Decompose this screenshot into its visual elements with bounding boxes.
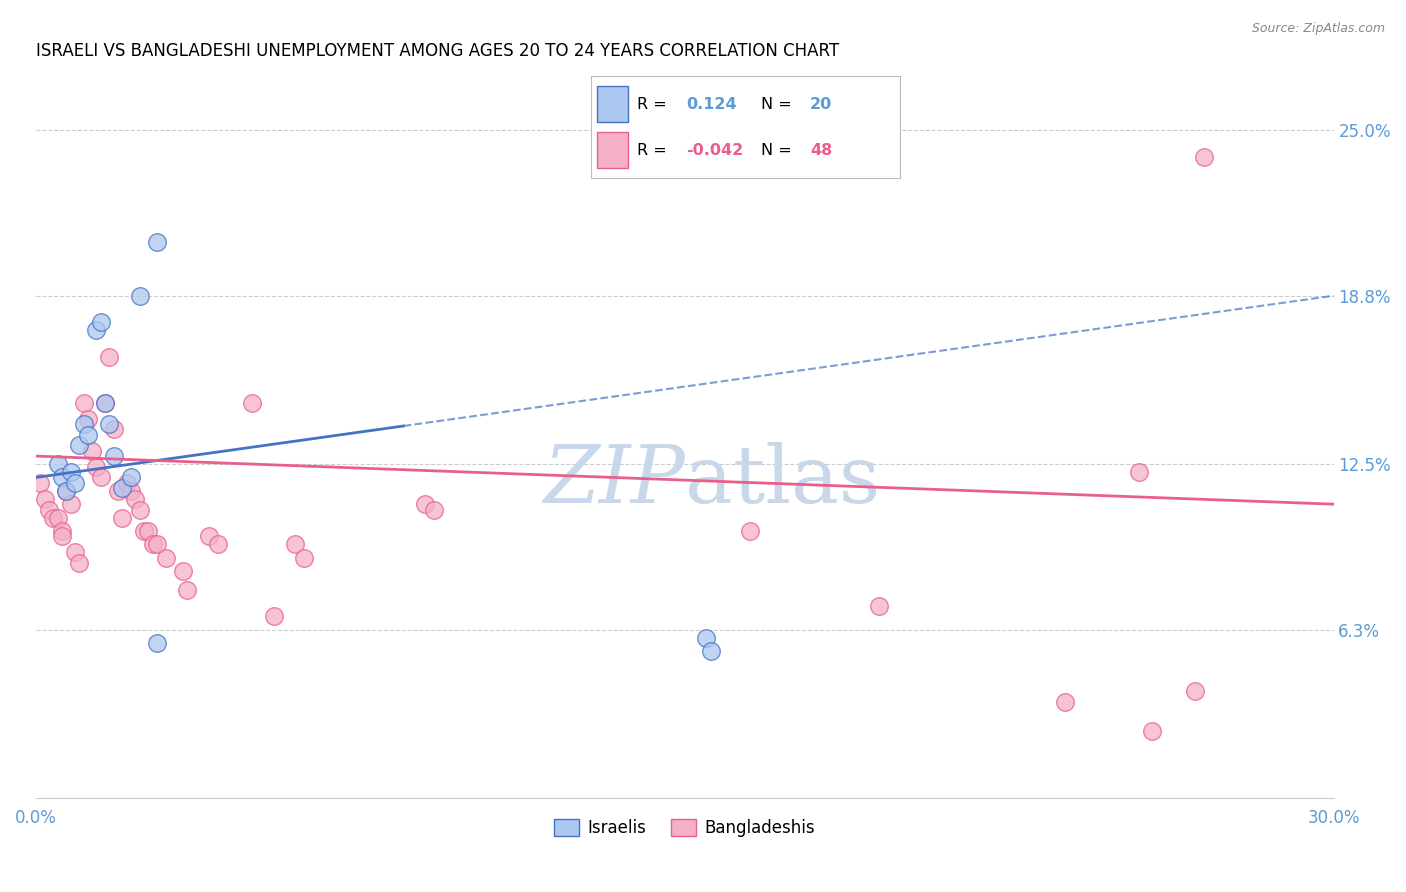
Point bbox=[146, 537, 169, 551]
Point bbox=[67, 438, 90, 452]
Point bbox=[128, 502, 150, 516]
Bar bbox=[596, 132, 627, 168]
Point bbox=[263, 609, 285, 624]
Text: ISRAELI VS BANGLADESHI UNEMPLOYMENT AMONG AGES 20 TO 24 YEARS CORRELATION CHART: ISRAELI VS BANGLADESHI UNEMPLOYMENT AMON… bbox=[37, 42, 839, 60]
Point bbox=[51, 524, 73, 538]
Point bbox=[59, 497, 82, 511]
Text: Source: ZipAtlas.com: Source: ZipAtlas.com bbox=[1251, 22, 1385, 36]
Point bbox=[695, 631, 717, 645]
Point bbox=[738, 524, 761, 538]
Point bbox=[63, 475, 86, 490]
Point bbox=[128, 289, 150, 303]
Bar bbox=[596, 87, 627, 122]
Text: 20: 20 bbox=[810, 97, 832, 112]
Text: 48: 48 bbox=[810, 144, 832, 158]
Point bbox=[142, 537, 165, 551]
Point bbox=[82, 443, 104, 458]
Text: R =: R = bbox=[637, 97, 666, 112]
Point bbox=[51, 529, 73, 543]
Point bbox=[46, 510, 69, 524]
Point bbox=[34, 491, 56, 506]
Point bbox=[94, 395, 117, 409]
Point bbox=[59, 465, 82, 479]
Point bbox=[72, 395, 94, 409]
Point bbox=[1054, 695, 1077, 709]
Point bbox=[42, 510, 65, 524]
Point bbox=[124, 491, 146, 506]
Text: ZIP: ZIP bbox=[543, 442, 685, 519]
Point bbox=[98, 350, 121, 364]
Point bbox=[207, 537, 229, 551]
Point bbox=[115, 475, 138, 490]
Point bbox=[94, 395, 117, 409]
Point bbox=[284, 537, 307, 551]
Point bbox=[98, 417, 121, 431]
Text: -0.042: -0.042 bbox=[686, 144, 744, 158]
Point bbox=[38, 502, 60, 516]
Point bbox=[132, 524, 155, 538]
Point bbox=[86, 323, 108, 337]
Point bbox=[292, 550, 315, 565]
Text: R =: R = bbox=[637, 144, 666, 158]
Point bbox=[868, 599, 890, 613]
Point bbox=[51, 470, 73, 484]
Point bbox=[423, 502, 446, 516]
Point bbox=[413, 497, 436, 511]
Legend: Israelis, Bangladeshis: Israelis, Bangladeshis bbox=[547, 813, 823, 844]
Point bbox=[120, 470, 142, 484]
Point bbox=[240, 395, 263, 409]
Point bbox=[30, 475, 52, 490]
Point bbox=[111, 481, 134, 495]
Point bbox=[107, 483, 129, 498]
Point bbox=[120, 483, 142, 498]
Point bbox=[1192, 150, 1215, 164]
Point bbox=[1128, 465, 1150, 479]
Point bbox=[103, 449, 125, 463]
Point bbox=[76, 427, 98, 442]
Point bbox=[198, 529, 221, 543]
Point bbox=[138, 524, 160, 538]
Text: N =: N = bbox=[761, 97, 792, 112]
Point bbox=[155, 550, 177, 565]
Point bbox=[699, 644, 721, 658]
Point bbox=[146, 235, 169, 250]
Text: N =: N = bbox=[761, 144, 792, 158]
Point bbox=[172, 564, 194, 578]
Point bbox=[146, 636, 169, 650]
Point bbox=[695, 145, 717, 159]
Point bbox=[90, 315, 112, 329]
Text: atlas: atlas bbox=[685, 442, 880, 520]
Point bbox=[72, 417, 94, 431]
Point bbox=[90, 470, 112, 484]
Point bbox=[86, 459, 108, 474]
Point bbox=[46, 457, 69, 471]
Point bbox=[67, 556, 90, 570]
Point bbox=[63, 545, 86, 559]
Point bbox=[76, 411, 98, 425]
Point bbox=[1140, 724, 1163, 739]
Point bbox=[1184, 684, 1206, 698]
Point bbox=[103, 422, 125, 436]
Point bbox=[111, 510, 134, 524]
Point bbox=[176, 582, 198, 597]
Point bbox=[55, 483, 77, 498]
Point bbox=[55, 483, 77, 498]
Text: 0.124: 0.124 bbox=[686, 97, 737, 112]
